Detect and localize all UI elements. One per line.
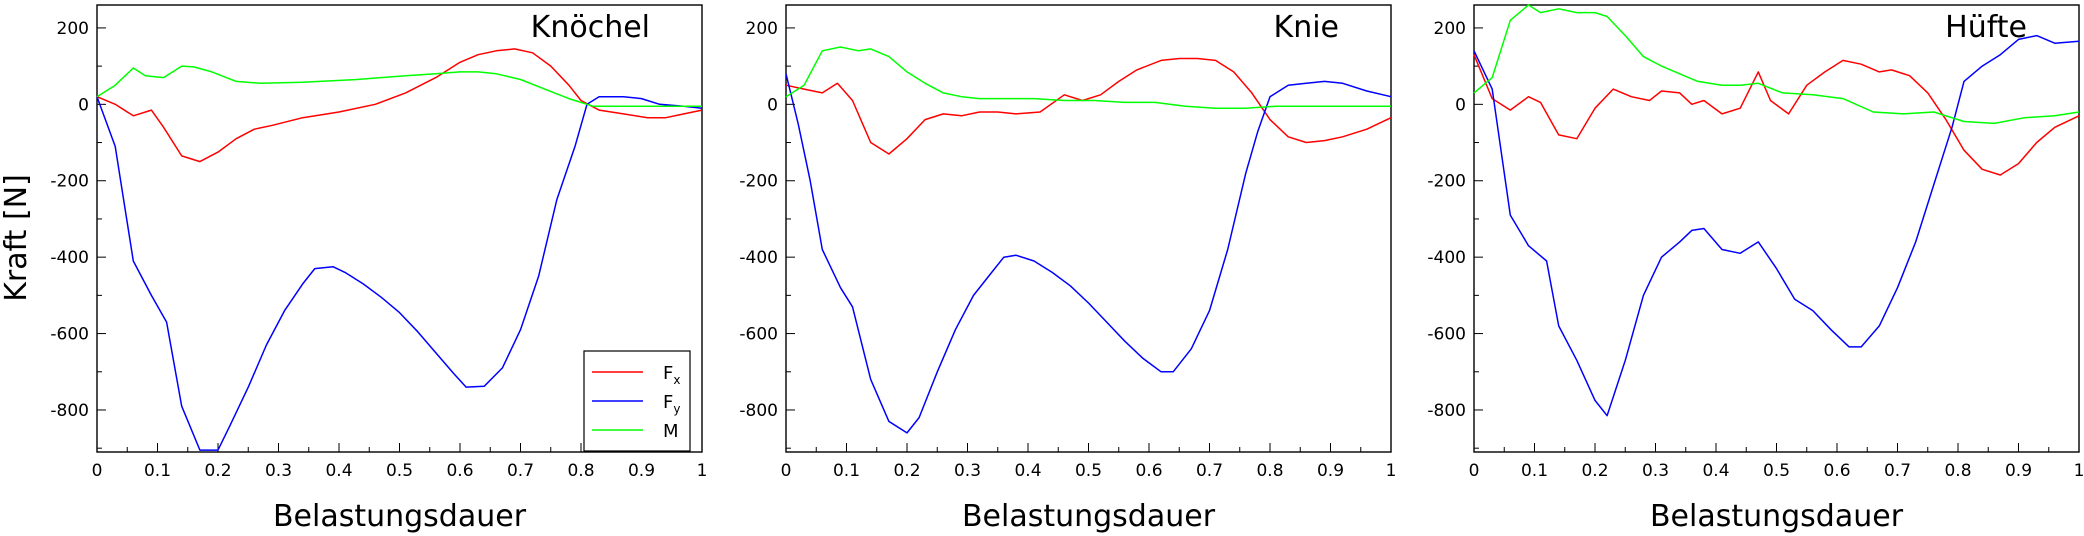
y-tick-label: -600 [739,325,778,345]
x-tick-label: 1 [697,461,708,481]
x-tick-label: 0.4 [325,461,352,481]
x-tick-label: 0.1 [144,461,171,481]
x-tick-label: 0.3 [1642,461,1669,481]
legend-label: Fy [663,392,680,416]
panel-knoechel: 0 0.1 0.2 0.3 0.4 0.5 0.6 0.7 0.8 0.9 1 200 0 -200 -40… [50,4,708,534]
x-tick-label: 0.3 [954,461,981,481]
y-tick-label: 200 [746,19,778,39]
x-tick-label: 0 [781,461,792,481]
chart-title: Hüfte [1945,10,2027,45]
legend-label: Fx [663,363,680,387]
plot-frame [785,4,1392,453]
x-tick-label: 0.1 [1521,461,1548,481]
y-tick-label: -200 [1427,172,1466,192]
x-tick-label: 0.3 [265,461,292,481]
y-tick-label: -400 [1427,248,1466,268]
series-line-m [96,65,702,107]
x-tick-label: 0.1 [833,461,860,481]
x-tick-label: 0.5 [1763,461,1790,481]
x-tick-label: 0.9 [628,461,655,481]
chart-title: Knie [1274,10,1339,45]
series-line-m [785,46,1391,109]
y-tick-label: -200 [739,172,778,192]
series-line-fx [96,48,703,163]
y-tick-label: 200 [57,19,89,39]
y-tick-label: -400 [50,248,89,268]
x-tick-label: 0.6 [1823,461,1850,481]
y-tick-label: -600 [1427,325,1466,345]
panel-knie: 0 0.1 0.2 0.3 0.4 0.5 0.6 0.7 0.8 0.9 1 200 0 -200 -40… [739,4,1397,534]
x-axis-label: Belastungsdauer [962,499,1216,534]
y-tick-label: -200 [50,172,89,192]
y-tick-label: 0 [767,95,778,115]
x-tick-label: 0.2 [1581,461,1608,481]
y-tick-label: 0 [78,95,89,115]
x-tick-label: 0.5 [386,461,413,481]
x-tick-label: 0.7 [1884,461,1911,481]
y-tick-label: 200 [1434,19,1466,39]
x-tick-label: 0.2 [204,461,231,481]
y-tick-label: 0 [1455,95,1466,115]
x-axis-label: Belastungsdauer [273,499,527,534]
legend: Fx Fy M [583,350,691,452]
shared-y-axis-label: Kraft [N] [0,174,34,302]
x-tick-label: 0.6 [446,461,473,481]
x-tick-label: 0.8 [1944,461,1971,481]
x-axis-label: Belastungsdauer [1650,499,1904,534]
x-tick-label: 1 [2074,461,2084,481]
y-tick-label: -800 [50,401,89,421]
y-tick-label: -400 [739,248,778,268]
plot-frame [1473,4,2080,453]
x-tick-label: 0.8 [1256,461,1283,481]
panel-huefte: 0 0.1 0.2 0.3 0.4 0.5 0.6 0.7 0.8 0.9 1 200 0 -200 -40… [1427,4,2084,534]
x-tick-label: 0.7 [1196,461,1223,481]
series-line-fx [1473,54,2080,176]
x-tick-label: 0.4 [1014,461,1041,481]
x-tick-label: 1 [1386,461,1397,481]
x-tick-label: 0.7 [507,461,534,481]
x-tick-label: 0.9 [2005,461,2032,481]
series-line-m [1473,4,2080,125]
series-line-fy [1473,34,2080,417]
x-tick-label: 0.6 [1135,461,1162,481]
x-tick-label: 0.2 [893,461,920,481]
y-tick-label: -800 [739,401,778,421]
series-line-fy [96,95,703,451]
x-tick-label: 0.8 [567,461,594,481]
series-line-fy [785,73,1392,434]
x-tick-label: 0.4 [1702,461,1729,481]
y-tick-label: -800 [1427,401,1466,421]
x-tick-label: 0.5 [1075,461,1102,481]
x-tick-label: 0.9 [1317,461,1344,481]
y-tick-label: -600 [50,325,89,345]
x-tick-label: 0 [92,461,103,481]
x-tick-label: 0 [1469,461,1480,481]
chart-title: Knöchel [531,10,650,45]
legend-label: M [663,421,679,442]
